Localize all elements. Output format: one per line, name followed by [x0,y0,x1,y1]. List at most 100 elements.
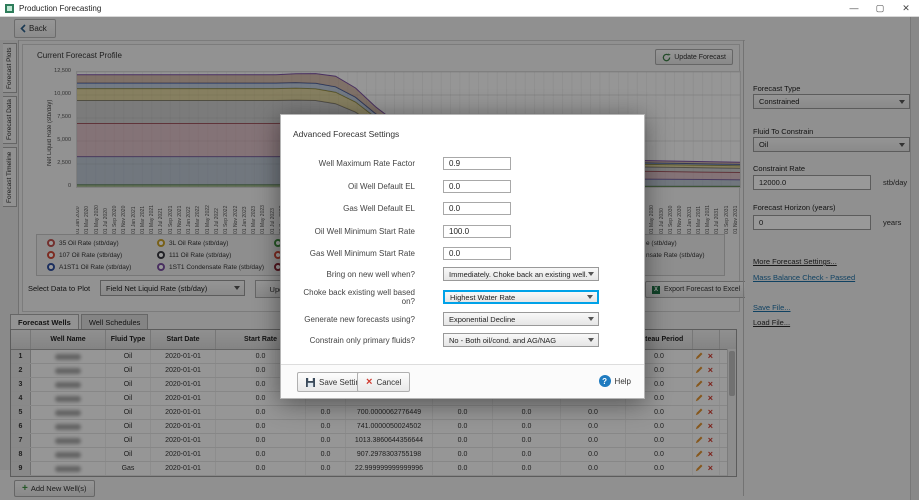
tab-well-schedules[interactable]: Well Schedules [80,314,149,329]
legend-item: 111 Oil Rate (stb/day) [157,251,231,259]
well-name-redacted [55,437,81,444]
field-select-value: No - Both oil/cond. and AG/NAG [449,335,557,345]
field-input[interactable]: 0.0 [443,246,511,260]
y-tick-label: 2,500 [57,160,71,166]
titlebar: Production Forecasting — ▢ ✕ [0,0,919,17]
table-cell: 0.0 [626,420,693,433]
table-cell: 0.0 [626,378,693,391]
fluid-select[interactable]: Oil [753,137,910,152]
edit-pencil-icon[interactable] [695,464,703,474]
column-header[interactable] [693,330,720,349]
edit-pencil-icon[interactable] [695,366,703,376]
field-input[interactable]: 0.9 [443,156,511,170]
scrollbar-thumb[interactable] [729,351,735,396]
table-cell: Gas [106,462,151,475]
edit-pencil-icon[interactable] [695,380,703,390]
table-row[interactable]: 5 Oil 2020-01-01 0.0 0.0 700.0000062776449 0.0… [11,406,736,420]
table-row[interactable]: 8 Oil 2020-01-01 0.0 0.0 907.2978303755198 0.0… [11,448,736,462]
link-load-file[interactable]: Load File... [753,318,791,327]
table-cell: 0.0 [626,462,693,475]
field-select[interactable]: Highest Water Rate [443,290,599,304]
field-select[interactable]: No - Both oil/cond. and AG/NAG [443,333,599,347]
field-input[interactable]: 0.0 [443,201,511,215]
field-input[interactable]: 0.0 [443,179,511,193]
table-cell: Oil [106,364,151,377]
cancel-button[interactable]: × Cancel [357,372,411,392]
table-cell: 1013.3860644356644 [346,434,433,447]
column-header[interactable] [11,330,31,349]
column-header[interactable]: Fluid Type [106,330,151,349]
field-select[interactable]: Exponential Decline [443,312,599,326]
edit-pencil-icon[interactable] [695,436,703,446]
table-cell [31,448,106,461]
column-header[interactable]: Plateau Period [626,330,693,349]
chevron-down-icon [588,338,594,342]
close-button[interactable]: ✕ [902,2,910,13]
dialog-field-row: Bring on new well when? Immediately. Chok… [289,266,632,282]
table-cell: 0.0 [433,462,493,475]
field-select[interactable]: Immediately. Choke back an existing well… [443,267,599,281]
table-cell: 741.0000050024502 [346,420,433,433]
table-scrollbar[interactable] [727,349,736,476]
table-cell: 0.0 [306,448,346,461]
edit-pencil-icon[interactable] [695,394,703,404]
plot-data-select[interactable]: Field Net Liquid Rate (stb/day) [100,280,245,296]
edit-pencil-icon[interactable] [695,450,703,460]
legend-label: 35 Oil Rate (stb/day) [59,239,119,247]
forecast-type-select[interactable]: Constrained [753,94,910,109]
link-save-file[interactable]: Save File... [753,303,791,312]
field-input[interactable]: 100.0 [443,224,511,238]
link-more-forecast-settings[interactable]: More Forecast Settings... [753,257,837,266]
edit-pencil-icon[interactable] [695,408,703,418]
field-label: Oil Well Minimum Start Rate [314,226,415,236]
window-scrollbar[interactable] [910,16,919,500]
column-header[interactable]: Well Name [31,330,106,349]
horizon-input[interactable]: 0 [753,215,871,230]
add-new-well-button[interactable]: + Add New Well(s) [14,480,95,497]
table-cell: 0.0 [306,420,346,433]
row-number: 1 [11,350,31,363]
legend-label-fragment: e (stb/day) [646,240,677,247]
table-cell: 0.0 [216,462,306,475]
table-cell [31,392,106,405]
delete-x-icon[interactable]: × [707,421,713,431]
column-header[interactable]: Start Date [151,330,216,349]
delete-x-icon[interactable]: × [707,435,713,445]
table-cell: 0.0 [306,406,346,419]
well-name-redacted [55,423,81,430]
table-cell: 0.0 [216,434,306,447]
delete-x-icon[interactable]: × [707,351,713,361]
row-actions: × [693,364,720,377]
help-button[interactable]: ? Help [598,372,631,390]
table-row[interactable]: 7 Oil 2020-01-01 0.0 0.0 1013.3860644356644 0.… [11,434,736,448]
link-mass-balance-check-passed[interactable]: Mass Balance Check - Passed [753,273,856,282]
delete-x-icon[interactable]: × [707,365,713,375]
constraint-rate-input[interactable]: 12000.0 [753,175,871,190]
well-name-redacted [55,395,81,402]
field-select-value: Highest Water Rate [450,292,516,302]
field-label: Generate new forecasts using? [304,314,415,324]
edit-pencil-icon[interactable] [695,422,703,432]
delete-x-icon[interactable]: × [707,393,713,403]
table-row[interactable]: 6 Oil 2020-01-01 0.0 0.0 741.0000050024502 0.0… [11,420,736,434]
maximize-button[interactable]: ▢ [875,2,885,13]
delete-x-icon[interactable]: × [707,449,713,459]
refresh-icon [662,52,672,61]
horizon-unit: years [883,218,902,227]
delete-x-icon[interactable]: × [707,379,713,389]
table-cell: 0.0 [216,406,306,419]
dialog-field-row: Constrain only primary fluids? No - Both … [289,332,632,348]
delete-x-icon[interactable]: × [707,463,713,473]
back-button[interactable]: Back [14,19,56,38]
well-name-redacted [55,465,81,472]
minimize-button[interactable]: — [849,3,859,13]
edit-pencil-icon[interactable] [695,352,703,362]
legend-label-fragment: nsate Rate (stb/day) [646,252,705,259]
legend-label: 1ST1 Condensate Rate (stb/day) [169,263,265,271]
tab-forecast-wells[interactable]: Forecast Wells [10,314,79,329]
well-name-redacted [55,381,81,388]
delete-x-icon[interactable]: × [707,407,713,417]
table-row[interactable]: 9 Gas 2020-01-01 0.0 0.0 22.999999999999996 0.… [11,462,736,476]
update-forecast-button[interactable]: Update Forecast [655,49,733,65]
dialog-field-row: Well Maximum Rate Factor 0.9 [289,155,632,171]
